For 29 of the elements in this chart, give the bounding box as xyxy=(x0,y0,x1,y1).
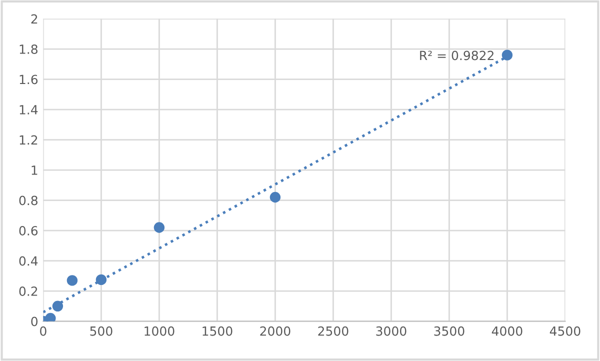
y-tick-label: 1.8 xyxy=(20,44,38,54)
x-tick-label: 1500 xyxy=(202,326,232,336)
y-tick-label: 0.8 xyxy=(19,196,38,206)
point xyxy=(45,312,56,322)
y-tick-label: 0.6 xyxy=(19,226,38,236)
point xyxy=(154,222,165,233)
y-tick-label: 1.6 xyxy=(20,74,38,84)
x-tick-label: 2500 xyxy=(318,326,348,336)
x-tick-label: 0 xyxy=(40,326,46,336)
x-tick-label: 4500 xyxy=(550,326,580,336)
x-tick-label: 1000 xyxy=(144,326,174,336)
x-tick-label: 2000 xyxy=(260,326,290,336)
point xyxy=(96,274,107,286)
y-tick-label: 1.4 xyxy=(20,105,38,114)
y-tick-label: 0.4 xyxy=(19,256,38,266)
x-tick-label: 500 xyxy=(90,326,112,336)
annotation: R² = 0.9822 xyxy=(420,50,494,60)
x-tick-label: 3500 xyxy=(434,326,464,336)
y-tick-label: 1.2 xyxy=(20,135,38,145)
x-tick-label: 4000 xyxy=(492,326,522,336)
y-tick-label: 2 xyxy=(31,14,38,24)
point xyxy=(270,192,281,203)
y-tick-label: 0 xyxy=(31,316,38,326)
y-tick-label: 1 xyxy=(32,166,38,175)
point xyxy=(66,275,78,286)
x-tick-label: 3000 xyxy=(376,326,406,336)
point xyxy=(52,300,64,312)
point xyxy=(502,50,513,60)
y-tick-label: 0.2 xyxy=(19,286,38,296)
